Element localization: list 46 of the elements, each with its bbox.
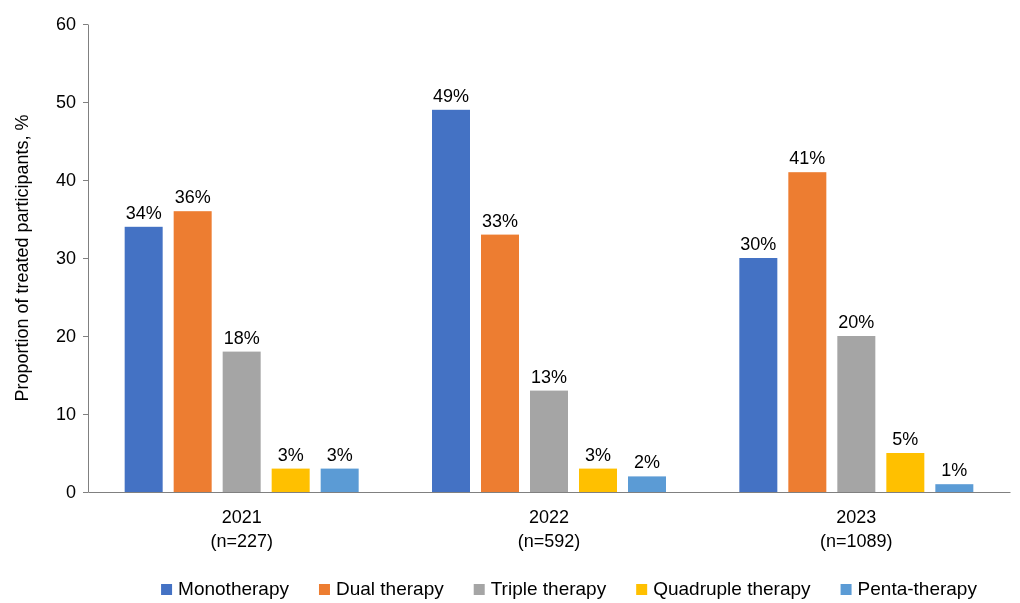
legend-label: Triple therapy [490,578,607,599]
x-tick-label: 2022 (n=592) [517,507,581,551]
bar [628,476,666,492]
y-tick-label: 10 [55,404,76,425]
bar [432,109,470,492]
data-label: 49% [432,85,470,106]
data-label: 30% [740,234,777,254]
y-axis-title: Proportion of treated participants, % [12,114,32,402]
bar [579,468,617,492]
data-label: 18% [223,327,260,348]
data-label: 34% [125,202,162,223]
bar [739,258,778,492]
data-label: 36% [174,187,211,208]
legend-label: Penta-therapy [857,578,978,599]
data-label: 2% [633,452,661,473]
data-label: 41% [789,148,826,169]
x-tick-label: 2021 (n=227) [210,507,273,551]
data-label: 20% [838,312,875,332]
bar [788,172,827,492]
bar [481,234,519,492]
data-label: 13% [530,366,568,387]
data-label: 5% [892,429,919,449]
bar [124,226,163,492]
data-label: 3% [277,444,304,465]
bar [837,336,876,492]
bar [320,468,359,492]
legend-label: Dual therapy [335,578,445,599]
bar [271,468,310,492]
y-tick-label: 20 [55,326,76,347]
y-tick-label: 0 [65,482,76,503]
x-tick-label: 2023 (n=1089) [820,507,893,551]
data-label: 3% [326,444,353,465]
legend-label: Monotherapy [178,578,290,599]
bar [886,453,925,492]
bar [530,390,568,492]
legend-label: Quadruple therapy [653,578,812,599]
data-label: 3% [584,444,612,465]
y-tick-label: 50 [55,92,76,113]
bar [935,484,974,492]
y-tick-label: 60 [55,14,76,35]
y-tick-label: 30 [55,248,76,269]
bar [222,351,261,492]
data-label: 33% [481,210,519,231]
data-label: 1% [941,460,968,481]
bar [173,211,212,492]
y-tick-label: 40 [55,170,76,191]
